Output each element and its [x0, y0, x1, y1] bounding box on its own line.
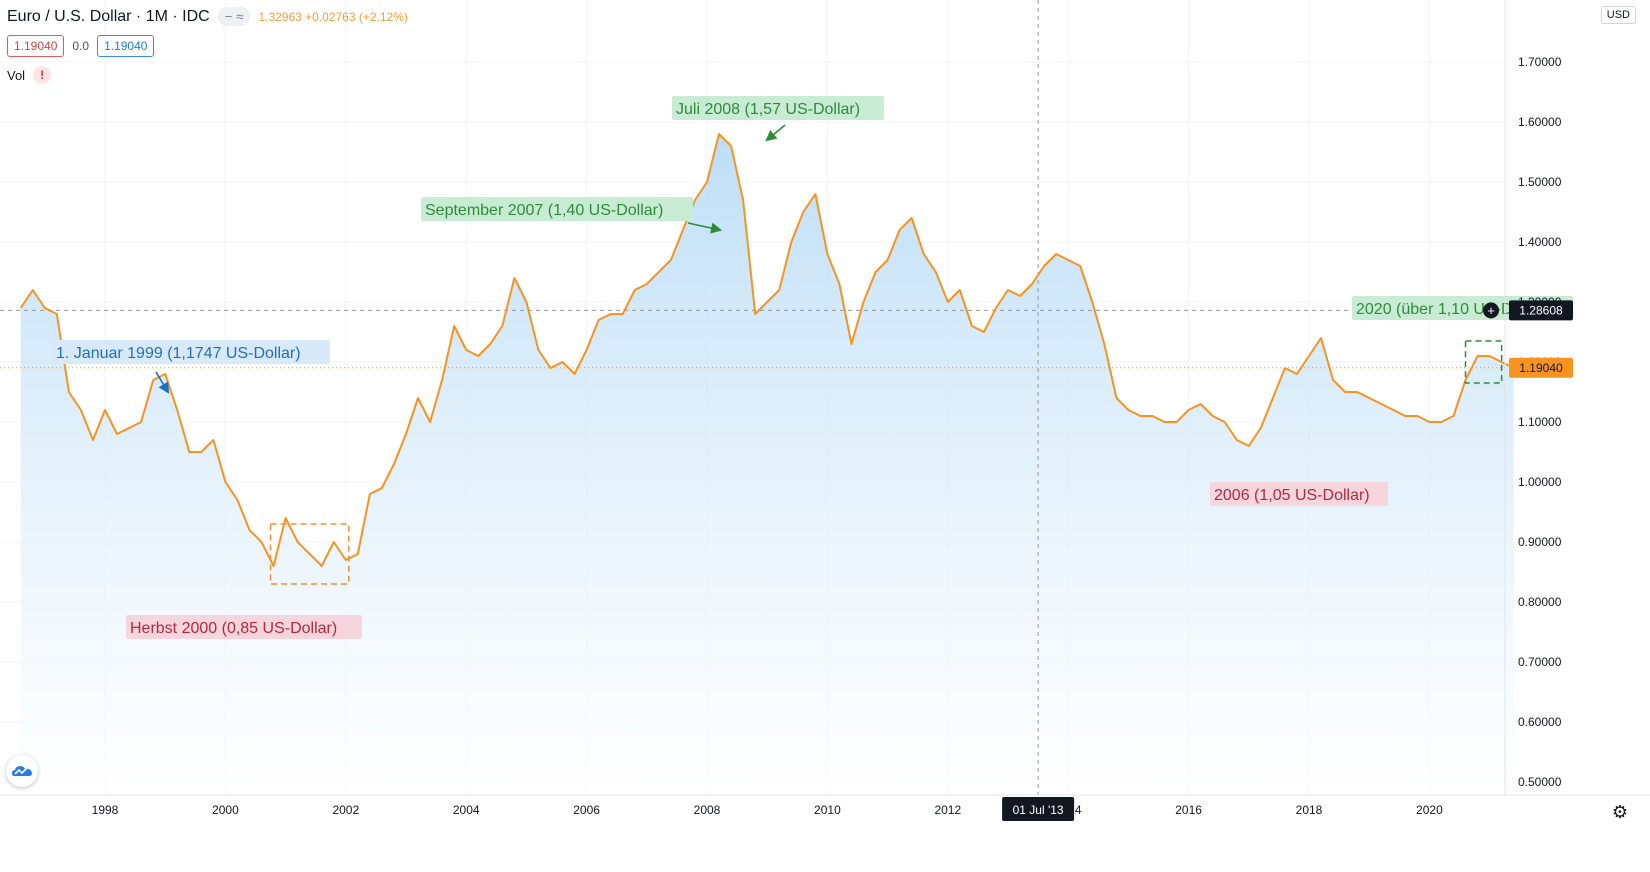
last-price-label: 1.19040	[1519, 361, 1563, 375]
axes: 0.50000 0.60000 0.70000 0.80000 0.90000 1.000…	[0, 0, 1650, 821]
tradingview-logo[interactable]	[6, 755, 38, 787]
bid-ask-row: 1.19040 0.0 1.19040	[7, 35, 155, 57]
annotation-4: 2006 (1,05 US-Dollar)	[1210, 482, 1388, 506]
y-tick-label: 1.50000	[1518, 175, 1562, 189]
eye-icon: −	[224, 9, 233, 24]
annotation-1: September 2007 (1,40 US-Dollar)	[421, 197, 723, 234]
y-tick-label: 0.70000	[1518, 655, 1562, 669]
annotation-arrow	[155, 371, 170, 394]
plus-icon-circle	[1483, 302, 1499, 319]
gear-icon[interactable]: ⚙	[1611, 802, 1628, 822]
x-tick-label: 2018	[1296, 803, 1323, 817]
x-tick-label: 2004	[453, 803, 480, 817]
buy-price-button[interactable]: 1.19040	[97, 35, 155, 57]
x-tick-label: 2008	[694, 803, 721, 817]
crosshair-price-label: 1.28608	[1519, 303, 1563, 317]
y-tick-label: 1.40000	[1518, 235, 1562, 249]
symbol-title[interactable]: Euro / U.S. Dollar · 1M · IDC	[7, 7, 210, 25]
annotation-2: 1. Januar 1999 (1,1747 US-Dollar)	[52, 340, 330, 394]
ohlc-values: 1.32963 +0.02763 (+2.12%)	[258, 9, 408, 24]
x-tick-label: 2006	[573, 803, 600, 817]
warning-icon[interactable]: !	[33, 66, 52, 84]
annotation-label: September 2007 (1,40 US-Dollar)	[425, 202, 663, 219]
x-tick-label: 2020	[1416, 803, 1443, 817]
annotation-3: Herbst 2000 (0,85 US-Dollar)	[126, 615, 362, 639]
annotation-label: Herbst 2000 (0,85 US-Dollar)	[130, 620, 337, 637]
annotation-background	[672, 96, 884, 120]
annotation-background	[1210, 482, 1388, 506]
x-tick-label: 2002	[332, 803, 359, 817]
annotation-label: 2020 (über 1,10 US-Dollar)	[1356, 301, 1548, 318]
add-alert-plus-icon[interactable]: +	[1483, 302, 1499, 319]
annotation-label: Juli 2008 (1,57 US-Dollar)	[676, 101, 860, 118]
area-fill	[20, 134, 1514, 795]
logo-cloud-icon	[12, 766, 32, 776]
x-tick-label: 1998	[92, 803, 119, 817]
x-tick-label: 2016	[1175, 803, 1202, 817]
wave-icon: ≈	[236, 9, 244, 24]
y-tick-label: 0.50000	[1518, 775, 1562, 789]
y-tick-label: 0.90000	[1518, 535, 1562, 549]
annotation-background	[421, 197, 693, 221]
annotation-label: 2006 (1,05 US-Dollar)	[1214, 487, 1370, 504]
x-tick-label: 2010	[814, 803, 841, 817]
price-area	[20, 134, 1514, 795]
y-tick-label: 1.70000	[1518, 55, 1562, 69]
x-tick-label: 2012	[934, 803, 961, 817]
volume-label[interactable]: Vol	[7, 67, 26, 83]
y-tick-label: 1.10000	[1518, 415, 1562, 429]
volume-row: Vol !	[7, 66, 52, 84]
annotation-background	[126, 615, 362, 639]
x-tick-label: 2000	[212, 803, 239, 817]
plus-icon-glyph: +	[1487, 303, 1495, 318]
y-tick-label: 1.00000	[1518, 475, 1562, 489]
annotation-arrow	[687, 222, 723, 234]
overlay-lines	[0, 0, 1505, 795]
year-2020-highlight-box	[1464, 340, 1503, 384]
currency-badge[interactable]: USD	[1600, 6, 1636, 24]
price-line	[19, 133, 1515, 567]
annotation-label: 1. Januar 1999 (1,1747 US-Dollar)	[56, 345, 301, 362]
series-line	[19, 133, 1515, 567]
legend-toggle[interactable]: − ≈	[217, 7, 251, 26]
last-price-tag	[1509, 357, 1573, 378]
legend-title-row: Euro / U.S. Dollar · 1M · IDC − ≈ 1.3296…	[7, 7, 408, 26]
sell-price-button[interactable]: 1.19040	[7, 35, 65, 57]
y-tick-label: 0.60000	[1518, 715, 1562, 729]
crosshair-date-tag	[1002, 797, 1075, 821]
y-tick-label: 1.60000	[1518, 115, 1562, 129]
spread-value: 0.0	[72, 39, 90, 53]
crosshair-price-tag	[1509, 300, 1573, 321]
annotation-arrow	[765, 124, 786, 142]
y-tick-label: 0.80000	[1518, 595, 1562, 609]
crosshair-date-label: 01 Jul '13	[1013, 803, 1064, 817]
annotations: Juli 2008 (1,57 US-Dollar) September 2007…	[52, 96, 1573, 639]
annotation-0: Juli 2008 (1,57 US-Dollar)	[672, 96, 884, 142]
annotation-background	[52, 340, 330, 364]
